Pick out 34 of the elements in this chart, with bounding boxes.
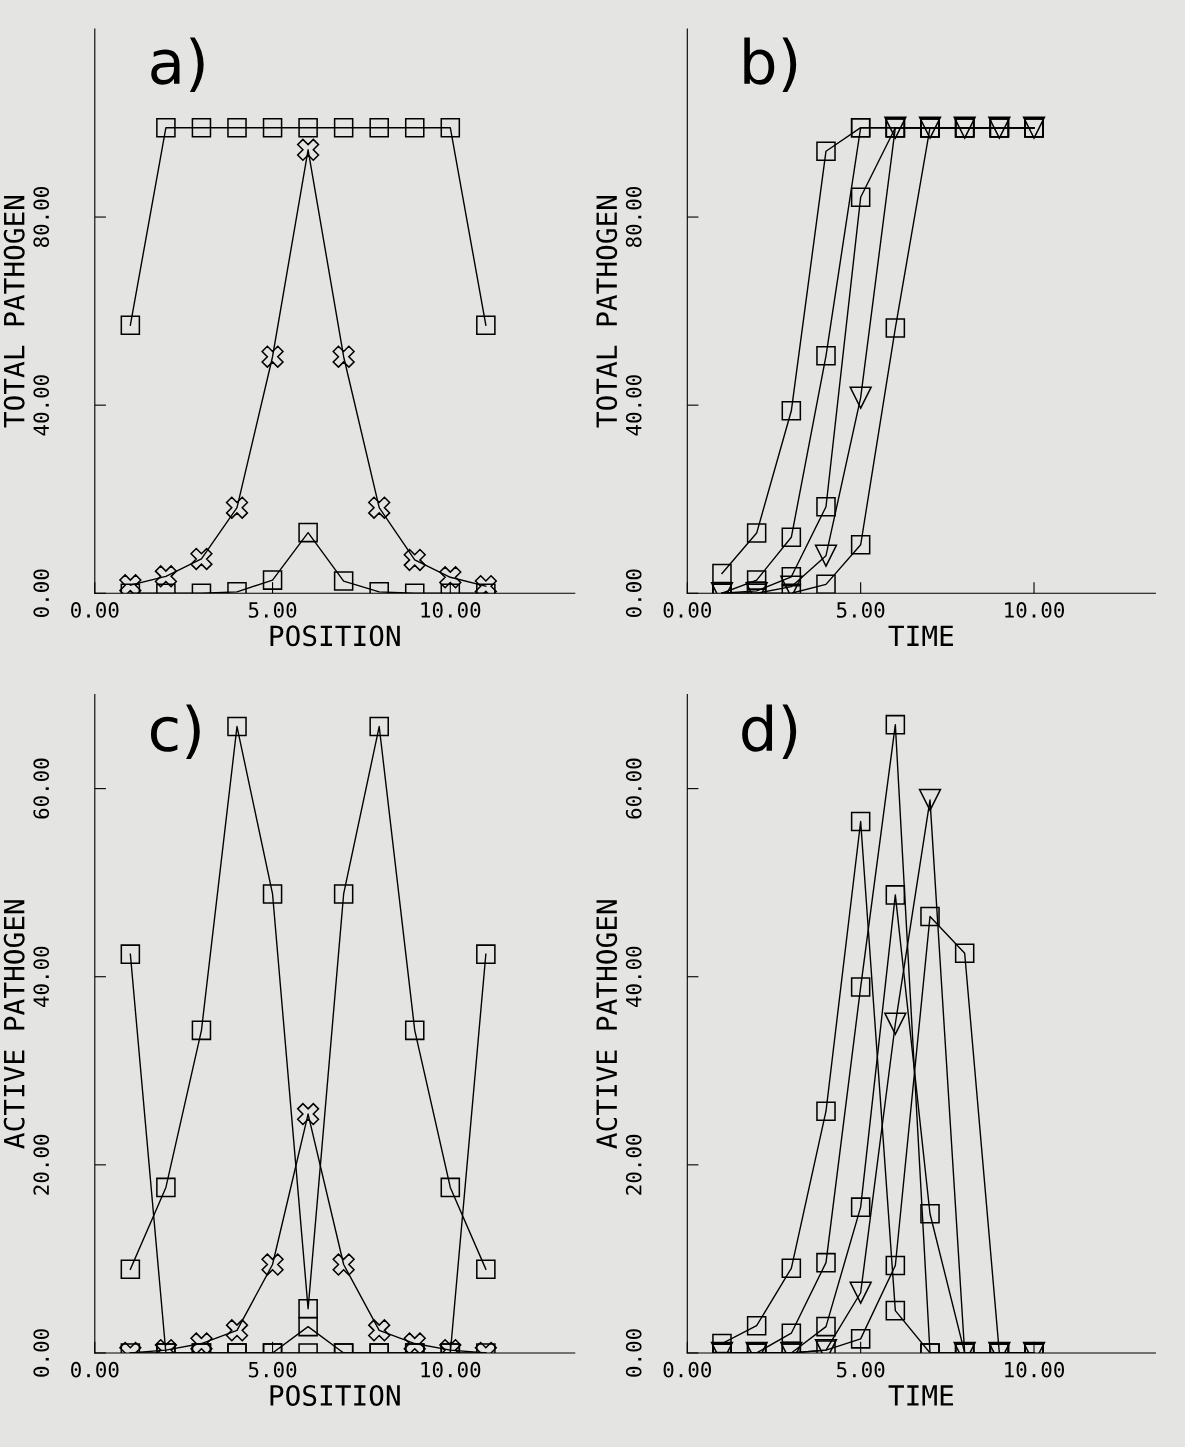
chart-title: c): [150, 704, 200, 759]
x-tick-label: 10.00: [421, 1361, 481, 1378]
y-tick-label: 20.00: [625, 1134, 642, 1195]
x-axis-title: POSITION: [270, 625, 400, 647]
x-tick-label: 5.00: [248, 602, 297, 618]
x-tick-label: 5.00: [248, 1361, 297, 1378]
y-tick-label: 80.00: [33, 187, 50, 248]
y-tick-label: 40.00: [625, 375, 642, 436]
y-axis-title: TOTAL PATHOGEN: [3, 195, 25, 428]
y-tick-label: 40.00: [33, 946, 50, 1008]
y-tick-label: 60.00: [33, 758, 50, 819]
chart-title: a): [151, 37, 204, 92]
y-tick-label: 20.00: [33, 1134, 50, 1195]
y-axis-title: TOTAL PATHOGEN: [596, 195, 618, 428]
x-tick-label: 10.00: [421, 602, 481, 618]
y-axis-title: ACTIVE PATHOGEN: [596, 900, 618, 1149]
y-tick-label: 60.00: [625, 758, 642, 819]
x-tick-label: 10.00: [1005, 1361, 1065, 1378]
x-tick-label: 10.00: [1005, 602, 1065, 618]
y-tick-label: 40.00: [33, 375, 50, 436]
chart-title: d): [742, 704, 797, 759]
y-tick-label: 80.00: [625, 187, 642, 248]
x-tick-label: 0.00: [71, 1361, 119, 1378]
x-tick-label: 0.00: [663, 1361, 712, 1378]
x-tick-label: 0.00: [663, 602, 712, 618]
y-tick-label: 40.00: [625, 946, 642, 1008]
y-axis-title: ACTIVE PATHOGEN: [3, 900, 25, 1149]
x-tick-label: 5.00: [837, 1361, 885, 1378]
x-tick-label: 5.00: [837, 602, 885, 618]
chart-title: b): [744, 37, 797, 92]
x-axis-title: TIME: [888, 1385, 954, 1406]
x-tick-label: 0.00: [71, 602, 119, 618]
x-axis-title: POSITION: [270, 1384, 400, 1406]
x-axis-title: TIME: [888, 625, 954, 646]
